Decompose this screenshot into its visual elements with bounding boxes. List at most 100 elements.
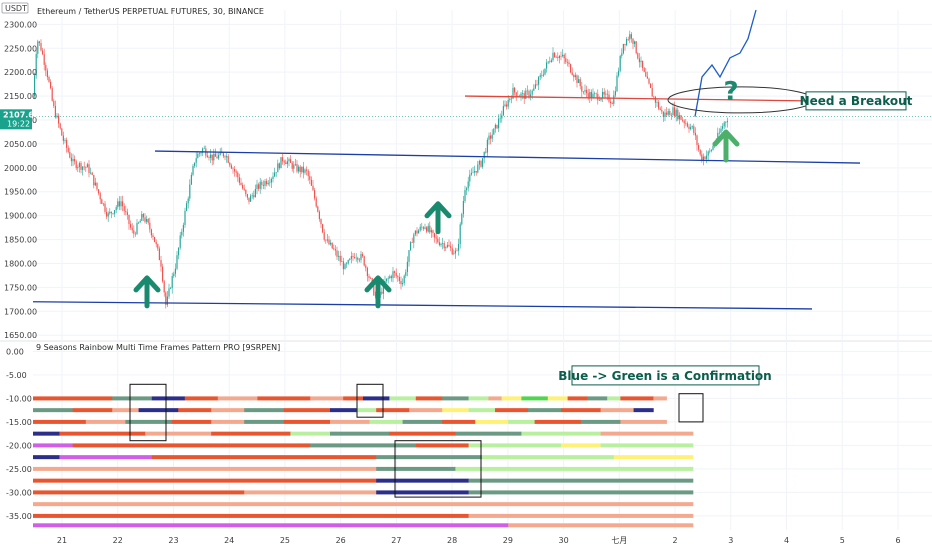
- indicator-segment: [330, 408, 357, 413]
- candle-body: [373, 282, 375, 296]
- candle-body: [90, 172, 92, 174]
- highlight-box: [356, 383, 384, 418]
- indicator-segment: [244, 419, 285, 424]
- candle-body: [638, 58, 640, 63]
- candle-body: [397, 276, 399, 278]
- indicator-segment: [257, 396, 311, 401]
- time-axis[interactable]: 21 22 23 24 25 26 27 28 29 30 七月 2 3 4 5 6: [57, 536, 901, 545]
- price-tick-label: 1900.00: [4, 212, 37, 221]
- indicator-segment: [330, 431, 390, 436]
- candle-body: [381, 291, 383, 294]
- price-tick-label: 1750.00: [4, 283, 37, 292]
- time-tick-label: 6: [895, 536, 900, 545]
- indicator-segment: [521, 431, 601, 436]
- candle-body: [517, 95, 519, 97]
- candle-body: [573, 74, 575, 78]
- candle-body: [66, 139, 68, 148]
- indicator-segment: [33, 408, 73, 413]
- indicator-segment: [389, 431, 456, 436]
- indicator-pane[interactable]: 9 Seasons Rainbow Multi Time Frames Patt…: [33, 343, 694, 528]
- trendline[interactable]: [154, 150, 861, 164]
- candle-body: [296, 163, 298, 172]
- candle-body: [208, 157, 210, 158]
- time-tick-label: 27: [391, 536, 401, 545]
- candle-body: [466, 188, 468, 191]
- indicator-segment: [468, 478, 694, 483]
- candle-body: [611, 103, 613, 104]
- candle-body: [459, 224, 461, 244]
- candle-body: [45, 64, 47, 71]
- candle-body: [406, 261, 408, 273]
- candle-body: [272, 176, 274, 179]
- indicator-segment: [613, 455, 694, 460]
- candle-body: [210, 154, 212, 158]
- candle-body: [422, 227, 424, 229]
- candle-body: [637, 53, 639, 59]
- candle-body: [405, 272, 407, 276]
- candle-body: [157, 244, 159, 249]
- trendline[interactable]: [464, 95, 807, 102]
- candle-body: [398, 277, 400, 281]
- candle-body: [334, 249, 336, 251]
- candle-body: [570, 64, 572, 73]
- candle-body: [141, 213, 143, 221]
- indicator-segment: [547, 396, 568, 401]
- candle-body: [34, 75, 36, 97]
- candle-body: [341, 261, 343, 262]
- price-axis[interactable]: 2300.002250.002200.002150.002100.002050.…: [0, 2, 264, 521]
- indicator-segment: [455, 466, 694, 471]
- candle-body: [480, 160, 482, 167]
- price-pane[interactable]: [32, 30, 932, 309]
- candle-body: [198, 153, 200, 154]
- indicator-segment: [415, 396, 443, 401]
- candle-body: [264, 181, 266, 186]
- candle-body: [411, 242, 413, 243]
- candle-body: [203, 148, 205, 150]
- candle-body: [178, 247, 180, 256]
- currency-badge[interactable]: [1, 2, 29, 14]
- candle-body: [587, 93, 589, 98]
- candle-body: [562, 54, 564, 57]
- candle-body: [530, 94, 532, 97]
- candle-body: [552, 52, 554, 61]
- candle-body: [206, 155, 208, 158]
- candle-body: [523, 93, 525, 99]
- candle-body: [248, 197, 250, 202]
- candle-body: [214, 153, 216, 157]
- candle-body: [509, 98, 511, 101]
- candle-body: [250, 195, 252, 202]
- candle-body: [362, 254, 364, 257]
- candle-body: [314, 190, 316, 199]
- indicator-segment: [112, 408, 139, 413]
- price-tick-label: 2150.00: [4, 92, 37, 101]
- candle-body: [64, 139, 66, 141]
- candle-body: [451, 247, 453, 255]
- candle-body: [718, 132, 720, 134]
- candle-body: [139, 220, 141, 223]
- candle-body: [710, 149, 712, 151]
- candle-body: [77, 167, 79, 169]
- candle-body: [146, 219, 148, 222]
- indicator-segment: [481, 455, 615, 460]
- indicator-segment: [376, 466, 456, 471]
- candle-body: [550, 60, 552, 62]
- candle-body: [574, 75, 576, 78]
- indicator-segment: [217, 396, 258, 401]
- trendline[interactable]: [32, 301, 813, 310]
- candle-body: [677, 109, 679, 120]
- candle-body: [651, 87, 653, 97]
- candle-body: [560, 55, 562, 57]
- indicator-segment: [376, 408, 410, 413]
- indicator-segment: [72, 443, 311, 448]
- candle-body: [685, 123, 687, 124]
- candle-body: [477, 164, 479, 173]
- candle-body: [410, 242, 412, 251]
- candle-body: [318, 211, 320, 219]
- indicator-segment: [151, 396, 186, 401]
- time-tick-label: 21: [57, 536, 67, 545]
- candle-body: [565, 58, 567, 63]
- confirmation-label-box: [571, 365, 760, 386]
- candle-body: [525, 90, 527, 99]
- candle-body: [336, 250, 338, 257]
